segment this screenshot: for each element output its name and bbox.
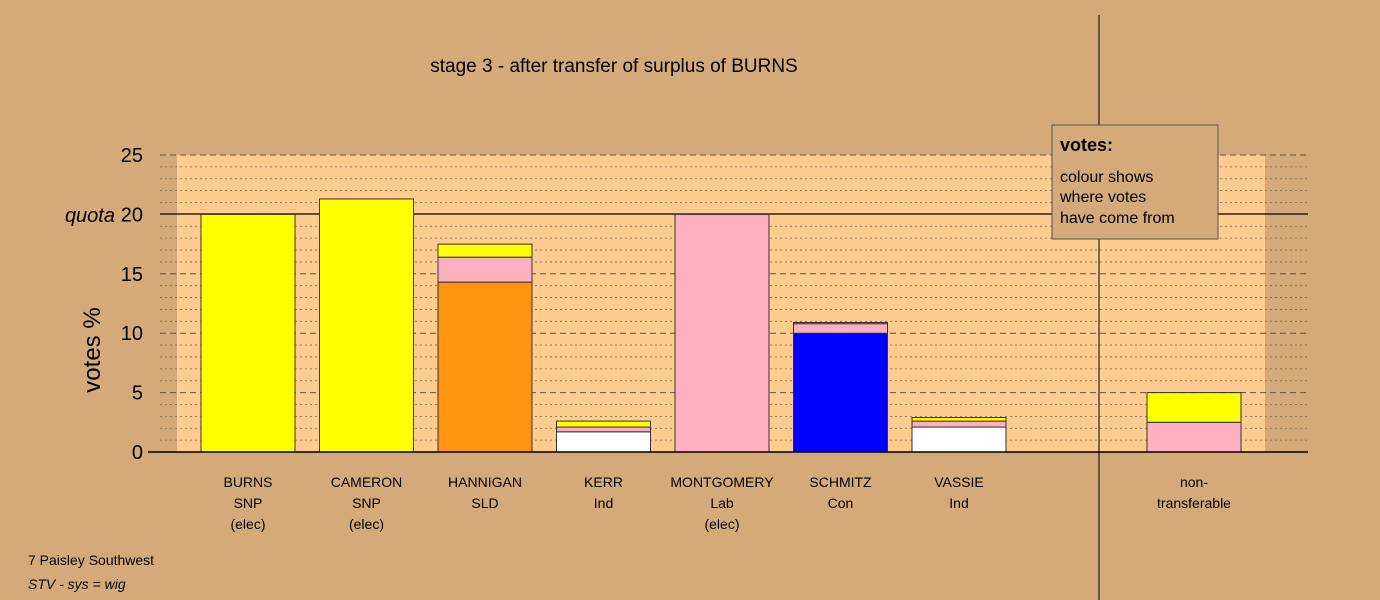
x-tick-label: SLD — [471, 495, 498, 511]
y-tick-label: 0 — [132, 442, 143, 464]
x-tick-label: SNP — [352, 495, 381, 511]
x-tick-label: CAMERON — [331, 474, 403, 490]
legend-line-2: where votes — [1059, 189, 1146, 206]
system-label: STV - sys = wig — [28, 576, 126, 592]
y-axis-label: votes % — [79, 307, 106, 392]
y-tick-label: 5 — [132, 383, 143, 405]
quota-label: quota — [65, 205, 115, 227]
bar-segment-lab — [911, 420, 1007, 428]
x-tick-label: HANNIGAN — [448, 474, 522, 490]
x-tick-label: KERR — [584, 474, 623, 490]
y-tick-label: 20 — [121, 204, 143, 226]
y-tick-label: 25 — [121, 145, 143, 167]
bar-segment-con — [793, 332, 888, 453]
bar-segment-lab — [437, 256, 533, 283]
constituency-label: 7 Paisley Southwest — [28, 552, 155, 568]
legend: votes: colour shows where votes have com… — [1051, 124, 1219, 240]
x-tick-label: Lab — [710, 495, 734, 511]
bar-segment-snp — [200, 213, 296, 453]
chart-title: stage 3 - after transfer of surplus of B… — [430, 56, 798, 77]
x-tick-label: Con — [828, 495, 854, 511]
bar-segment-sld — [437, 281, 533, 453]
x-tick-label: VASSIE — [934, 474, 984, 490]
bar-segment-snp — [556, 420, 651, 428]
x-tick-label: BURNS — [223, 474, 272, 490]
bar-segment-lab — [793, 323, 888, 334]
x-tick-label: Ind — [594, 495, 613, 511]
y-tick-labels: 0 5 10 15 20 25 — [121, 145, 143, 464]
x-tick-label: SNP — [234, 495, 263, 511]
bar-segment-ind — [911, 426, 1007, 453]
bar-segment-lab — [674, 213, 770, 453]
x-tick-label: Ind — [949, 495, 968, 511]
y-tick-label: 10 — [121, 323, 143, 345]
legend-box — [1051, 124, 1219, 240]
x-tick-label: MONTGOMERY — [670, 474, 774, 490]
bar-segment-snp — [437, 243, 533, 258]
x-tick-label: (elec) — [349, 516, 384, 532]
x-tick-label: non- — [1180, 474, 1208, 490]
x-tick-label: (elec) — [704, 516, 739, 532]
x-tick-labels: BURNS SNP (elec) CAMERON SNP (elec) HANNIGAN SL… — [223, 474, 1231, 532]
bar-segment-lab — [556, 426, 651, 433]
x-tick-label: transferable — [1157, 495, 1231, 511]
y-tick-label: 15 — [121, 264, 143, 286]
legend-line-1: colour shows — [1060, 169, 1153, 186]
legend-title: votes: — [1060, 135, 1113, 155]
x-tick-label: SCHMITZ — [809, 474, 872, 490]
legend-line-3: have come from — [1060, 210, 1175, 227]
bar-segment-ind — [556, 431, 651, 453]
bar-segment-snp — [1146, 392, 1242, 423]
bar-segment-snp — [319, 198, 414, 453]
bar-segment-lab — [1146, 421, 1242, 453]
x-tick-label: (elec) — [230, 516, 265, 532]
bars — [200, 198, 1242, 453]
bar-segment-snp — [793, 322, 888, 325]
bar-segment-snp — [911, 417, 1007, 422]
